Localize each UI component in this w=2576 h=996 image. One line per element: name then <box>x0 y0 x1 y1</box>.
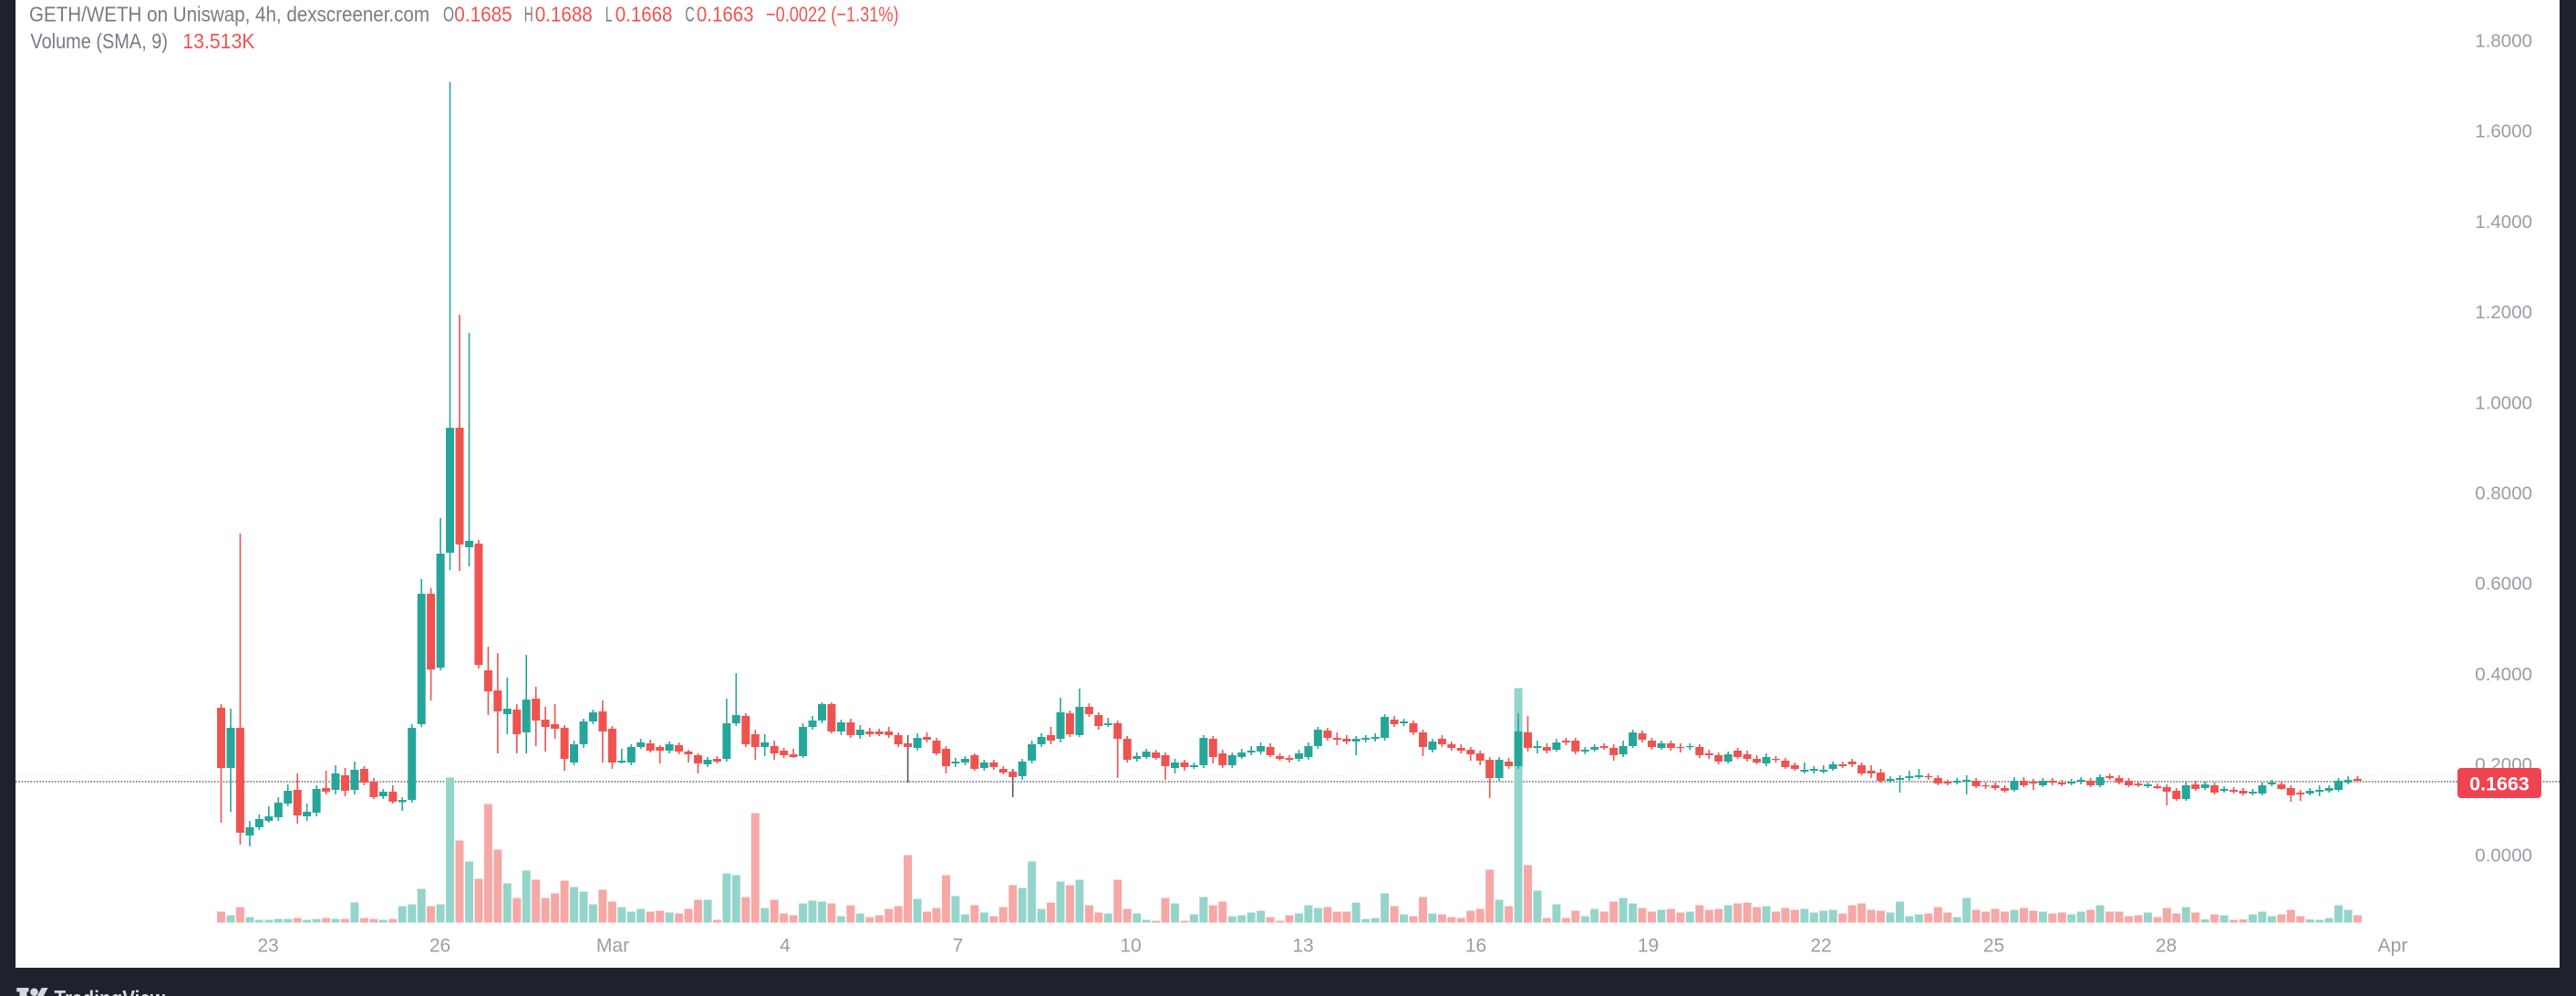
svg-text:23: 23 <box>257 936 278 957</box>
svg-text:O: O <box>443 3 454 26</box>
svg-text:13: 13 <box>1292 936 1313 957</box>
svg-text:1.6000: 1.6000 <box>2475 121 2532 142</box>
svg-text:26: 26 <box>429 936 450 957</box>
svg-text:19: 19 <box>1638 936 1659 957</box>
svg-text:16: 16 <box>1465 936 1486 957</box>
svg-text:0.1663: 0.1663 <box>697 3 754 26</box>
svg-text:C: C <box>685 3 695 26</box>
svg-text:GETH/WETH on Uniswap, 4h, dexs: GETH/WETH on Uniswap, 4h, dexscreener.co… <box>29 3 429 26</box>
svg-text:Mar: Mar <box>596 936 629 957</box>
svg-text:0.1663: 0.1663 <box>2469 773 2529 795</box>
svg-text:L: L <box>605 3 613 26</box>
svg-text:TradingView: TradingView <box>55 987 166 996</box>
svg-text:−0.0022 (−1.31%): −0.0022 (−1.31%) <box>766 3 899 26</box>
svg-text:Volume (SMA, 9): Volume (SMA, 9) <box>30 29 168 53</box>
svg-text:10: 10 <box>1120 936 1141 957</box>
svg-text:28: 28 <box>2156 936 2177 957</box>
svg-text:1.0000: 1.0000 <box>2475 392 2532 413</box>
svg-text:0.1668: 0.1668 <box>616 3 673 26</box>
svg-text:25: 25 <box>1983 936 2004 957</box>
svg-text:0.0000: 0.0000 <box>2475 845 2532 866</box>
svg-text:1.8000: 1.8000 <box>2475 31 2532 52</box>
svg-text:Apr: Apr <box>2378 936 2408 957</box>
svg-text:7: 7 <box>953 936 964 957</box>
svg-text:1.2000: 1.2000 <box>2475 302 2532 323</box>
svg-text:0.6000: 0.6000 <box>2475 574 2532 595</box>
svg-text:4: 4 <box>780 936 791 957</box>
svg-text:0.1688: 0.1688 <box>535 3 593 26</box>
svg-text:13.513K: 13.513K <box>182 29 255 53</box>
svg-text:1.4000: 1.4000 <box>2475 212 2532 233</box>
svg-text:0.8000: 0.8000 <box>2475 483 2532 504</box>
svg-text:0.4000: 0.4000 <box>2475 664 2532 685</box>
svg-text:H: H <box>524 3 533 26</box>
svg-text:0.1685: 0.1685 <box>454 3 512 26</box>
svg-text:22: 22 <box>1810 936 1831 957</box>
